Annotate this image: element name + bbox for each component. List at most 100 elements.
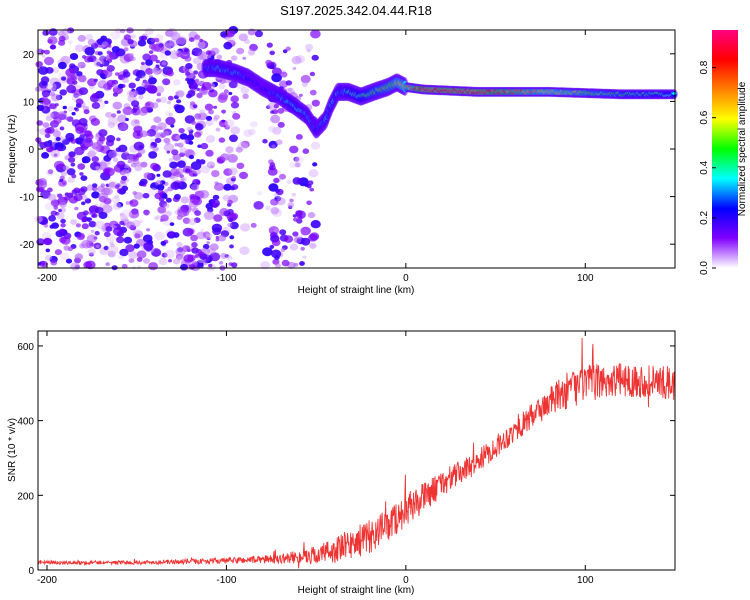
spectrogram-noise-blob — [36, 120, 43, 126]
spectrogram-noise-blob — [125, 117, 129, 122]
spectrogram-noise-blob — [269, 50, 276, 56]
colorbar-tick-label: 0.2 — [699, 211, 710, 225]
spectrogram-noise-blob — [139, 130, 148, 138]
spectrogram-noise-blob — [221, 109, 227, 114]
spectrogram-noise-blob — [139, 178, 148, 185]
spectrogram-noise-blob — [78, 87, 89, 95]
spectrogram-noise-blob — [166, 70, 174, 77]
spectrogram-noise-blob — [80, 175, 88, 182]
spectrogram-noise-blob — [92, 183, 98, 188]
spectrogram-noise-blob — [294, 156, 304, 164]
spectrogram-noise-blob — [310, 141, 321, 150]
spectrogram-noise-blob — [172, 79, 181, 86]
spectrogram-noise-blob — [60, 223, 66, 228]
spectrogram-noise-blob — [57, 111, 67, 120]
spectrogram-noise-blob — [176, 160, 186, 168]
spectrogram-noise-blob — [222, 194, 231, 201]
spectrogram-noise-blob — [299, 93, 303, 97]
spectrogram-noise-blob — [308, 169, 319, 178]
spectrogram-noise-blob — [60, 171, 67, 177]
spectrogram-noise-blob — [306, 49, 311, 53]
spectrogram-noise-blob — [91, 93, 99, 99]
spectrogram-noise-blob — [112, 202, 122, 210]
spectrogram-noise-blob — [94, 206, 104, 214]
spectrogram-noise-blob — [265, 206, 271, 211]
spectrogram-noise-blob — [312, 162, 318, 167]
spectrogram-noise-blob — [53, 153, 58, 157]
spectrogram-noise-blob — [131, 100, 140, 107]
spectrogram-xtick-label: -100 — [216, 273, 236, 284]
spectrogram-noise-blob — [44, 254, 53, 261]
spectrogram-noise-blob — [130, 56, 136, 62]
spectrogram-noise-blob — [218, 119, 228, 128]
spectrogram-noise-blob — [202, 243, 210, 250]
colorbar-tick-label: 0.0 — [699, 261, 710, 275]
spectrogram-noise-blob — [114, 194, 120, 199]
spectrogram-noise-blob — [130, 119, 141, 128]
spectrogram-noise-blob — [145, 132, 150, 137]
spectrogram-noise-blob — [129, 52, 134, 57]
spectrogram-noise-blob — [79, 172, 84, 176]
spectrogram-noise-blob — [293, 262, 299, 267]
spectrogram-noise-blob — [154, 137, 162, 144]
spectrogram-noise-blob — [286, 179, 292, 185]
spectrogram-noise-blob — [137, 39, 147, 47]
spectrogram-noise-blob — [202, 231, 211, 238]
spectrogram-noise-blob — [224, 263, 230, 269]
spectrogram-noise-blob — [123, 47, 129, 52]
snr-ytick-label: 400 — [17, 417, 34, 428]
spectrogram-noise-blob — [107, 245, 119, 255]
spectrogram-noise-blob — [301, 81, 308, 87]
spectrogram-noise-blob — [280, 71, 288, 78]
spectrogram-noise-blob — [190, 234, 199, 242]
spectrogram-noise-blob — [289, 243, 299, 251]
snr-ytick-label: 600 — [17, 342, 34, 353]
spectrogram-noise-blob — [45, 115, 53, 122]
spectrogram-noise-blob — [291, 192, 297, 197]
spectrogram-noise-blob — [134, 164, 143, 172]
spectrogram-noise-blob — [81, 65, 85, 69]
spectrogram-noise-blob — [289, 198, 294, 203]
spectrogram-noise-blob — [307, 212, 316, 219]
spectrogram-noise-blob — [235, 146, 243, 153]
spectrogram-noise-blob — [191, 242, 198, 248]
spectrogram-noise-blob — [41, 90, 51, 98]
spectrogram-noise-blob — [143, 258, 150, 264]
spectrogram-noise-blob — [169, 161, 178, 169]
spectrogram-noise-blob — [59, 252, 70, 261]
spectrogram-noise-blob — [105, 262, 110, 266]
spectrogram-noise-blob — [121, 185, 129, 192]
spectrogram-noise-blob — [99, 73, 106, 78]
snr-xtick-label: -200 — [37, 575, 57, 586]
spectrogram-noise-blob — [98, 136, 106, 142]
spectrogram-noise-blob — [194, 34, 201, 40]
spectrogram-noise-blob — [188, 81, 198, 89]
spectrogram-noise-blob — [75, 98, 84, 105]
spectrogram-noise-blob — [236, 162, 245, 169]
spectrogram-noise-blob — [123, 106, 133, 115]
spectrogram-noise-blob — [95, 244, 100, 248]
spectrogram-noise-blob — [112, 101, 123, 110]
spectrogram-noise-blob — [188, 218, 197, 226]
spectrogram-noise-blob — [174, 143, 179, 147]
snr-ylabel: SNR (10 * v/v) — [7, 418, 18, 482]
colorbar-ticks: 0.0 0.2 0.4 0.6 0.8 — [699, 60, 716, 275]
spectrogram-noise-blob — [119, 248, 129, 257]
spectrogram-noise-blob — [295, 210, 306, 219]
spectrogram-ytick-label: 20 — [23, 50, 35, 61]
spectrogram-noise-blob — [92, 213, 98, 218]
spectrogram-noise-blob — [52, 130, 61, 138]
spectrogram-noise-blob — [256, 191, 263, 196]
spectrogram-noise-blob — [35, 61, 43, 68]
spectrogram-noise-blob — [58, 208, 62, 213]
spectrogram-noise-blob — [104, 100, 109, 105]
spectrogram-xtick-label: 0 — [403, 273, 409, 284]
spectrogram-noise-blob — [188, 129, 194, 134]
colorbar: 0.0 0.2 0.4 0.6 0.8 Normalized spectral ampl… — [699, 30, 748, 275]
spectrogram-noise-blob — [118, 255, 124, 260]
spectrogram-noise-blob — [193, 70, 199, 75]
spectrogram-noise-blob — [182, 217, 191, 224]
spectrogram-noise-blob — [50, 259, 58, 266]
spectrogram-noise-blob — [45, 248, 51, 253]
